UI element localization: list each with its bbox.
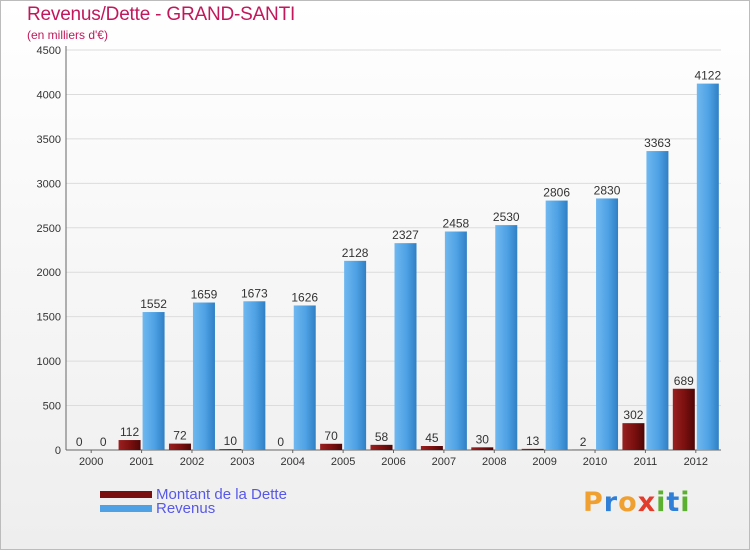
y-tick-label-0: 0	[55, 445, 61, 457]
data-label-revenus-2002: 1659	[191, 288, 218, 302]
x-tick-label-2004: 2004	[280, 456, 304, 468]
y-tick-label-500: 500	[43, 401, 61, 413]
bar-dette-2003	[219, 449, 242, 450]
data-label-dette-2003: 10	[224, 434, 238, 448]
bar-revenus-2007	[444, 231, 467, 450]
data-label-dette-2007: 45	[425, 431, 439, 445]
bar-dette-2007	[420, 446, 443, 450]
x-tick-label-2009: 2009	[532, 456, 556, 468]
x-tick-label-2003: 2003	[230, 456, 254, 468]
x-tick-label-2000: 2000	[79, 456, 103, 468]
data-label-revenus-2006: 2327	[392, 228, 419, 242]
data-label-dette-2006: 58	[375, 430, 389, 444]
data-label-revenus-2003: 1673	[241, 286, 268, 300]
bar-revenus-2012	[696, 83, 719, 450]
y-tick-label-3000: 3000	[37, 178, 61, 190]
x-tick-label-2010: 2010	[583, 456, 607, 468]
x-tick-label-2011: 2011	[634, 456, 658, 468]
logo-letter: t	[666, 487, 681, 518]
data-label-dette-2000: 0	[76, 435, 83, 449]
data-label-dette-2010: 2	[580, 435, 587, 449]
bar-dette-2009	[521, 448, 544, 450]
data-label-revenus-2010: 2830	[594, 183, 621, 197]
logo-letter: r	[603, 487, 619, 518]
proxiti-logo: Proxiti	[583, 487, 691, 518]
chart-title: Revenus/Dette - GRAND-SANTI	[27, 4, 296, 25]
bar-revenus-2001	[142, 312, 165, 450]
data-label-revenus-2008: 2530	[493, 210, 520, 224]
logo-letter: P	[583, 487, 604, 518]
bar-revenus-2009	[545, 200, 568, 450]
data-label-revenus-2009: 2806	[543, 186, 570, 200]
data-label-revenus-2011: 3363	[644, 136, 671, 150]
bar-dette-2001	[118, 440, 141, 450]
logo-letter: o	[618, 487, 638, 518]
y-tick-label-4000: 4000	[37, 89, 61, 101]
x-tick-label-2001: 2001	[129, 456, 153, 468]
logo-letter: i	[680, 487, 691, 518]
legend-swatch-dette	[100, 490, 152, 498]
bar-revenus-2010	[596, 198, 619, 450]
bar-revenus-2004	[293, 305, 316, 450]
data-label-dette-2011: 302	[623, 408, 643, 422]
data-label-dette-2004: 0	[277, 435, 284, 449]
bar-revenus-2006	[394, 243, 417, 450]
data-label-dette-2008: 30	[476, 432, 490, 446]
x-tick-label-2007: 2007	[432, 456, 456, 468]
y-tick-label-2500: 2500	[37, 223, 61, 235]
bar-revenus-2003	[243, 301, 266, 450]
y-tick-label-2000: 2000	[37, 267, 61, 279]
chart-subtitle: (en milliers d'€)	[27, 28, 108, 42]
data-label-revenus-2001: 1552	[140, 297, 167, 311]
bar-dette-2012	[672, 388, 695, 450]
logo-letter: i	[656, 487, 667, 518]
data-label-dette-2001: 112	[120, 425, 139, 439]
x-tick-label-2006: 2006	[381, 456, 405, 468]
bar-dette-2006	[370, 444, 393, 450]
y-tick-label-1500: 1500	[37, 312, 61, 324]
bar-dette-2002	[168, 443, 191, 450]
bar-revenus-2002	[192, 302, 215, 450]
bar-dette-2011	[622, 423, 645, 450]
x-tick-label-2008: 2008	[482, 456, 506, 468]
legend-item-revenus: Revenus	[100, 499, 216, 517]
legend-item-dette: Montant de la Dette	[100, 485, 287, 503]
bar-dette-2008	[471, 447, 494, 450]
data-label-revenus-2007: 2458	[443, 217, 470, 231]
legend-label-revenus: Revenus	[156, 499, 216, 517]
bar-revenus-2011	[646, 151, 669, 451]
y-tick-label-3500: 3500	[37, 134, 61, 146]
legend-label-dette: Montant de la Dette	[156, 485, 287, 503]
data-label-revenus-2005: 2128	[342, 246, 369, 260]
legend-swatch-revenus	[100, 504, 152, 512]
bar-revenus-2008	[495, 225, 518, 450]
data-label-dette-2009: 13	[526, 434, 540, 448]
bar-dette-2005	[320, 443, 343, 450]
logo-letter: x	[637, 487, 657, 518]
y-tick-label-1000: 1000	[37, 356, 61, 368]
data-label-revenus-2012: 4122	[694, 69, 721, 83]
bar-revenus-2005	[344, 260, 367, 450]
data-label-revenus-2004: 1626	[291, 290, 318, 304]
y-tick-label-4500: 4500	[37, 45, 61, 57]
x-tick-label-2012: 2012	[684, 456, 708, 468]
data-label-dette-2012: 689	[674, 374, 694, 388]
x-tick-label-2005: 2005	[331, 456, 355, 468]
data-label-dette-2005: 70	[324, 429, 338, 443]
data-label-revenus-2000: 0	[100, 435, 107, 449]
data-label-dette-2002: 72	[173, 429, 187, 443]
x-tick-label-2002: 2002	[180, 456, 204, 468]
